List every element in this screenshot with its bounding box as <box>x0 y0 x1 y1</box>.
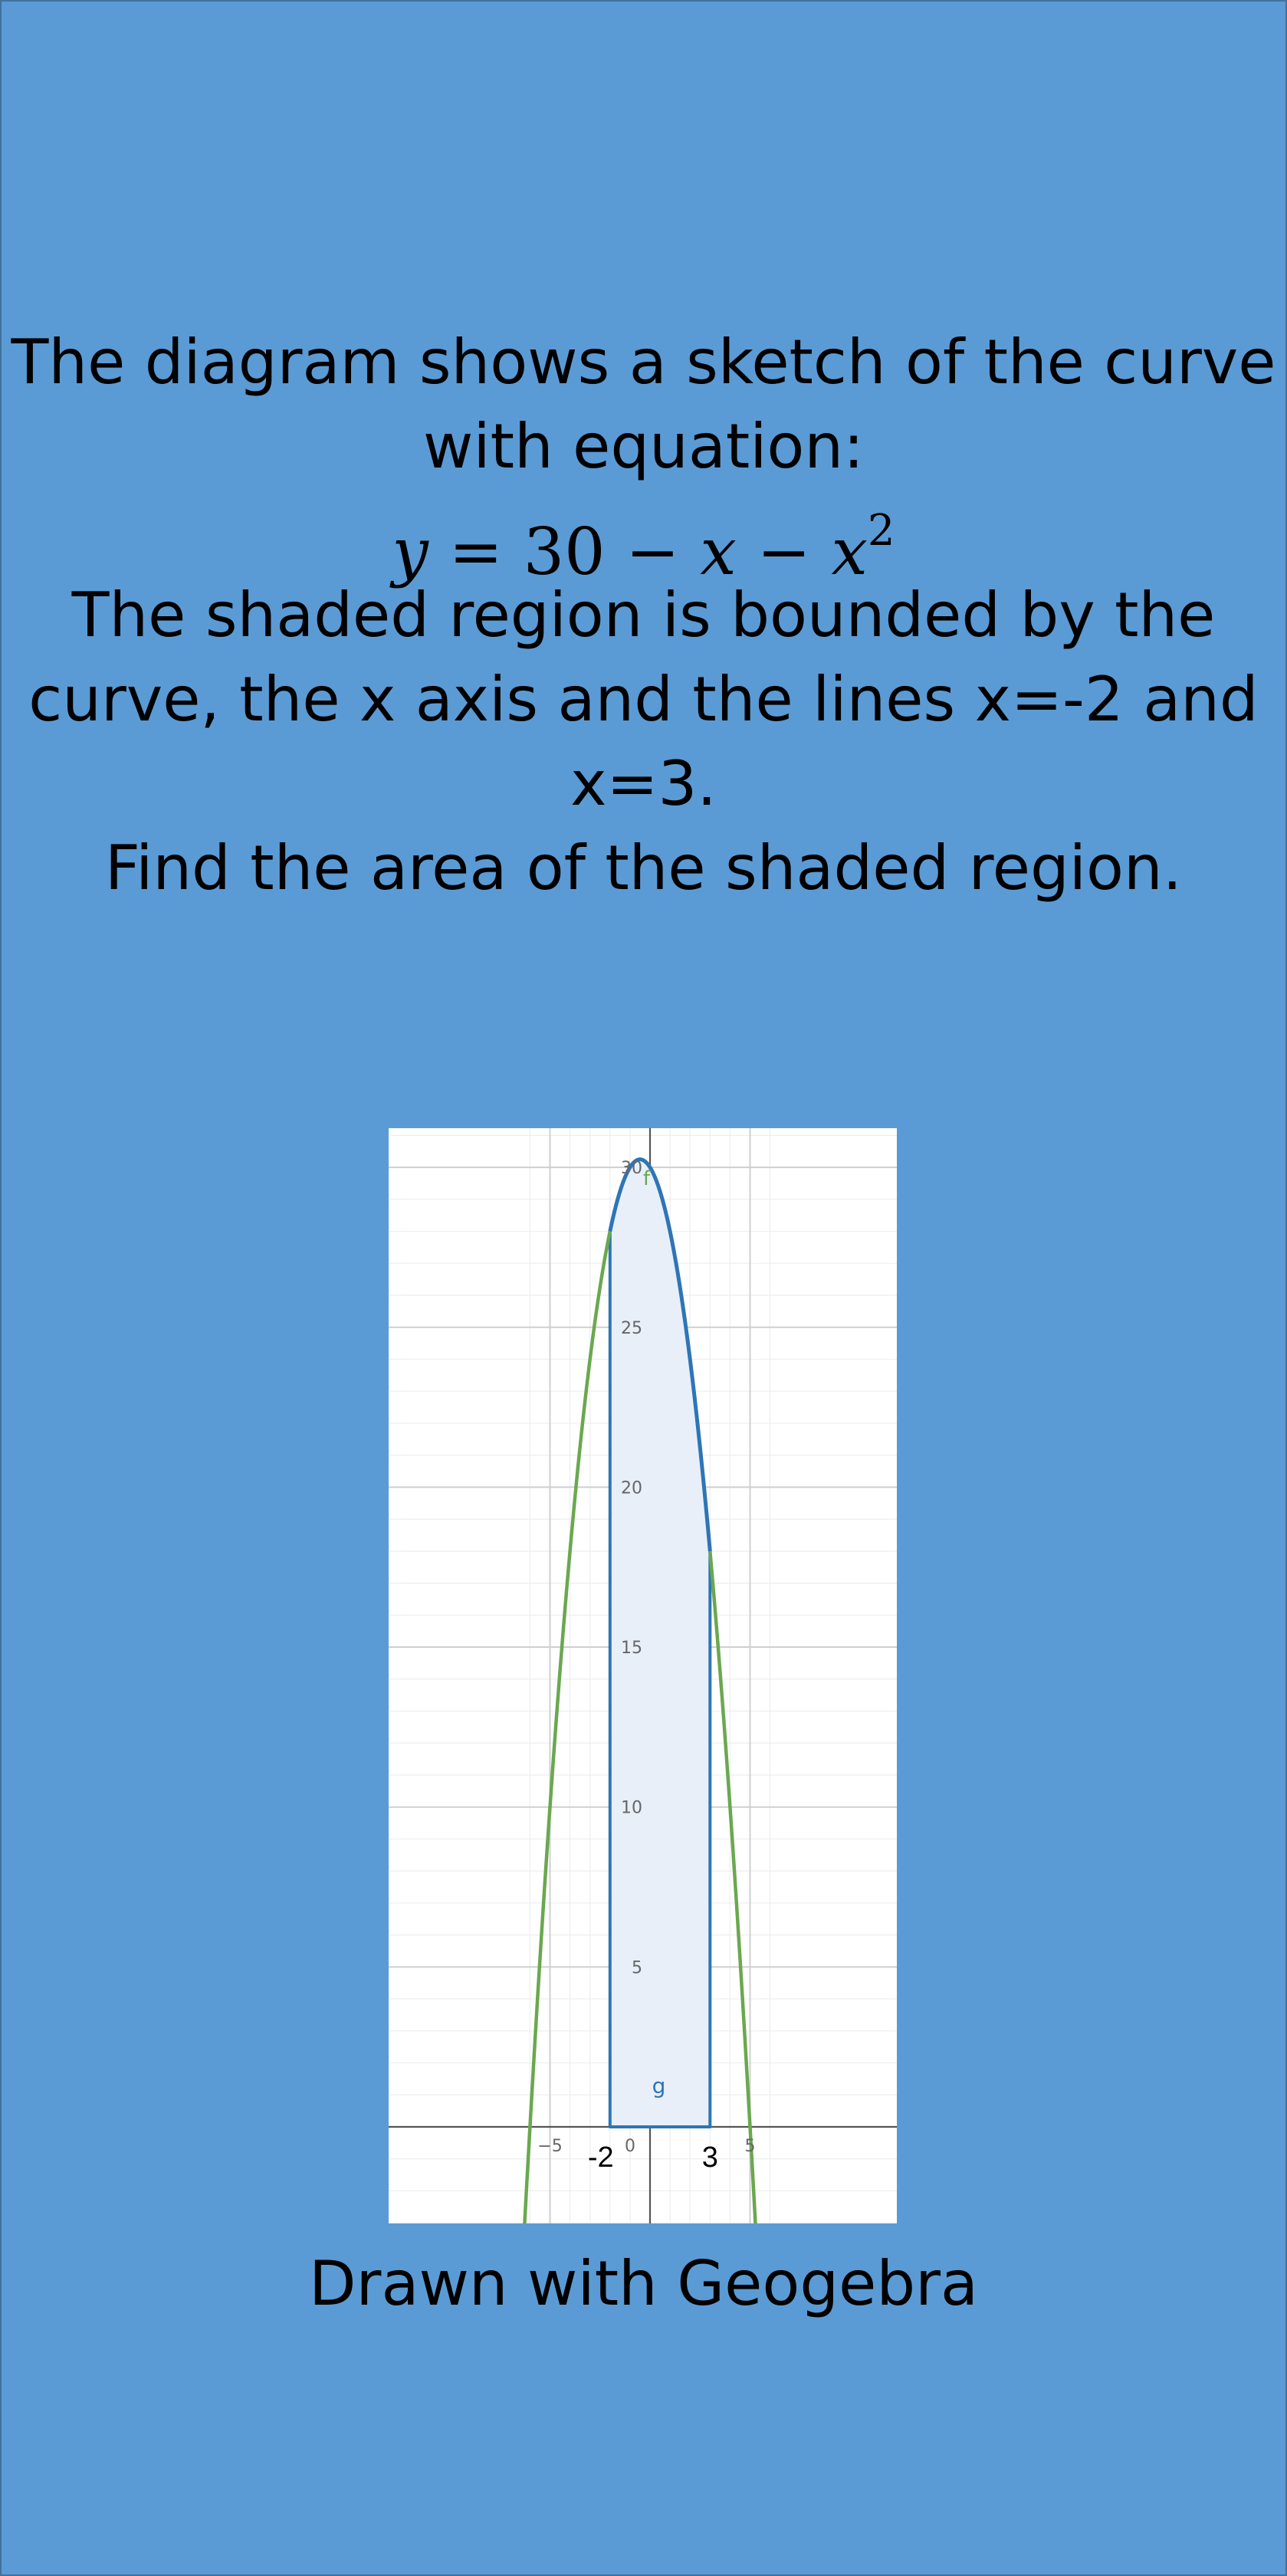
problem-line-6: Find the area of the shaded region. <box>104 832 1183 904</box>
equation-x: x <box>700 514 737 589</box>
y-tick-label: 15 <box>621 1639 642 1658</box>
y-tick-label: 25 <box>621 1319 642 1338</box>
equation-minus-1: − <box>605 514 701 589</box>
equation-x-squared: x <box>831 514 868 589</box>
boundary-label: -2 <box>588 2141 614 2174</box>
geogebra-graph: −5 0 5 5 10 15 20 25 30 -2 3 f g <box>389 1128 897 2249</box>
problem-line-3: The shaded region is bounded by the <box>71 579 1216 651</box>
problem-line-4: curve, the x axis and the lines x=-2 and <box>28 664 1259 735</box>
problem-line-1: The diagram shows a sketch of the curve <box>11 327 1276 398</box>
equation-exponent: 2 <box>867 506 895 556</box>
x-tick-label: 5 <box>745 2137 756 2156</box>
equation-constant: 30 <box>523 514 606 589</box>
equation: y = 30 − x − x2 <box>0 489 1287 594</box>
problem-line-5: x=3. <box>570 748 717 819</box>
tick-labels: −5 0 5 5 10 15 20 25 30 -2 3 f g <box>537 1159 755 2174</box>
y-tick-label: 5 <box>632 1958 642 1977</box>
equation-equals: = <box>428 514 524 589</box>
curves <box>521 1157 759 2249</box>
curve-bounded-segment <box>608 1157 712 1552</box>
caption: Drawn with Geogebra <box>308 2248 979 2319</box>
x-tick-label: −5 <box>537 2137 562 2156</box>
x-tick-label: 0 <box>625 2137 635 2156</box>
y-tick-label: 10 <box>621 1799 642 1818</box>
problem-line-2: with equation: <box>422 411 865 482</box>
y-tick-label: 20 <box>621 1478 642 1498</box>
region-label-g: g <box>652 2073 666 2099</box>
equation-minus-2: − <box>736 514 832 589</box>
curve-label-f: f <box>643 1167 651 1190</box>
graph-svg: −5 0 5 5 10 15 20 25 30 -2 3 f g <box>389 1128 897 2249</box>
boundary-label: 3 <box>702 2141 718 2174</box>
y-tick-label: 30 <box>621 1159 642 1178</box>
equation-lhs: y <box>392 514 428 589</box>
